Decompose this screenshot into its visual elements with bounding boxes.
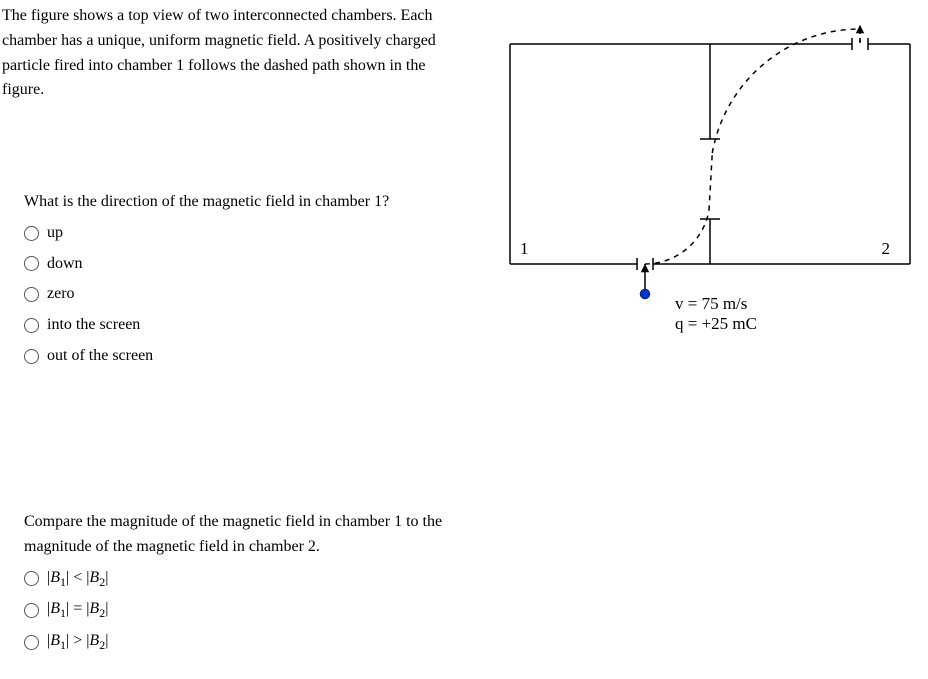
q1-option-down[interactable]: down [24,252,444,277]
question-2: Compare the magnitude of the magnetic fi… [24,510,444,661]
option-label: into the screen [47,313,140,338]
q1-option-into-screen[interactable]: into the screen [24,313,444,338]
svg-text:1: 1 [520,239,529,258]
q1-option-zero[interactable]: zero [24,282,444,307]
question-2-options: |B1| < |B2| |B1| = |B2| |B1| > |B2| [24,566,444,655]
problem-statement: The figure shows a top view of two inter… [2,4,442,103]
option-label: up [47,221,63,246]
radio-icon[interactable] [24,603,39,618]
radio-icon[interactable] [24,635,39,650]
question-1: What is the direction of the magnetic fi… [24,190,444,375]
radio-icon[interactable] [24,349,39,364]
q2-option-lt[interactable]: |B1| < |B2| [24,566,444,592]
radio-icon[interactable] [24,287,39,302]
option-label: |B1| > |B2| [47,629,108,655]
svg-text:q = +25 mC: q = +25 mC [675,314,757,333]
q1-option-out-of-screen[interactable]: out of the screen [24,344,444,369]
radio-icon[interactable] [24,256,39,271]
radio-icon[interactable] [24,318,39,333]
svg-text:v = 75 m/s: v = 75 m/s [675,294,747,313]
question-2-prompt: Compare the magnitude of the magnetic fi… [24,510,444,560]
svg-text:2: 2 [882,239,891,258]
radio-icon[interactable] [24,226,39,241]
option-label: out of the screen [47,344,153,369]
chamber-figure: 1 2 v = 75 m/sq = +25 mC [490,24,920,354]
option-label: |B1| = |B2| [47,597,108,623]
q2-option-eq[interactable]: |B1| = |B2| [24,597,444,623]
question-1-options: up down zero into the screen out of the … [24,221,444,369]
question-1-prompt: What is the direction of the magnetic fi… [24,190,444,215]
option-label: |B1| < |B2| [47,566,108,592]
q1-option-up[interactable]: up [24,221,444,246]
radio-icon[interactable] [24,571,39,586]
q2-option-gt[interactable]: |B1| > |B2| [24,629,444,655]
option-label: zero [47,282,75,307]
option-label: down [47,252,83,277]
